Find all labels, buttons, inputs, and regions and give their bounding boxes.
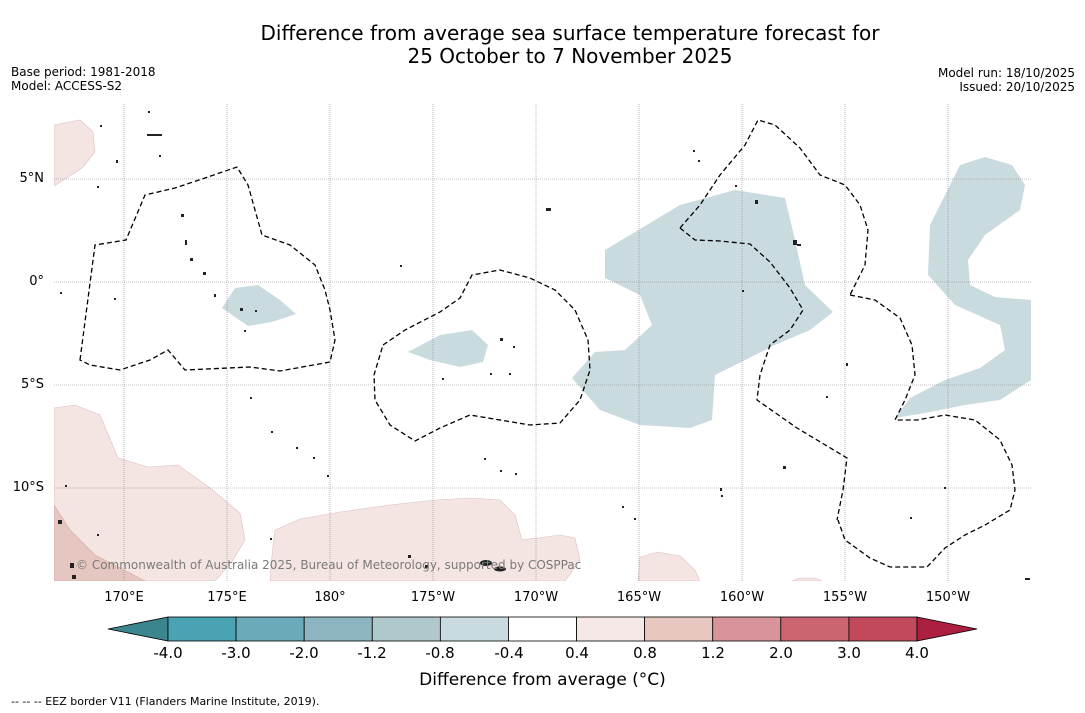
model-name: Model: ACCESS-S2 <box>11 79 123 93</box>
colorbar-tick: 2.0 <box>769 644 793 662</box>
meta-left: Base period: 1981-2018 Model: ACCESS-S2 <box>11 65 156 93</box>
title-line-2: 25 October to 7 November 2025 <box>407 44 733 68</box>
colorbar-cell <box>508 616 577 642</box>
warm-region-south-east-2 <box>791 577 823 581</box>
colorbar-tick: 1.2 <box>701 644 725 662</box>
graticule <box>54 104 1031 581</box>
eez-tokelau <box>373 269 591 442</box>
eez-french-polynesia <box>837 294 1016 568</box>
map-title: Difference from average sea surface temp… <box>0 22 1085 68</box>
title-line-1: Difference from average sea surface temp… <box>260 21 880 45</box>
cool-region-small-west <box>222 285 296 326</box>
colorbar-tick: -0.4 <box>494 644 524 662</box>
issued-date: Issued: 20/10/2025 <box>959 80 1075 94</box>
colorbar-title: Difference from average (°C) <box>419 670 666 690</box>
colorbar-tick: -4.0 <box>153 644 183 662</box>
eez-legend-note: -- -- -- EEZ border V11 (Flanders Marine… <box>11 695 320 708</box>
map-area <box>54 104 1031 581</box>
cool-region-central <box>572 190 833 428</box>
colorbar-tick: -2.0 <box>289 644 319 662</box>
model-run: Model run: 18/10/2025 <box>937 66 1075 80</box>
colorbar-tick: 0.8 <box>633 644 657 662</box>
colorbar-cell <box>439 616 509 642</box>
colorbar-low-extension <box>107 616 169 642</box>
lon-label: 180° <box>314 590 346 605</box>
colorbar-cells <box>167 616 918 642</box>
warm-region-south-center <box>269 497 581 581</box>
lon-label: 170°E <box>104 590 144 605</box>
lat-label: 10°S <box>12 480 44 495</box>
warm-region-northwest <box>54 119 96 187</box>
colorbar <box>107 616 978 642</box>
meta-right: Model run: 18/10/2025 Issued: 20/10/2025 <box>938 66 1075 94</box>
colorbar-cell <box>644 616 714 642</box>
colorbar-cell <box>712 616 782 642</box>
eez-kiribati-gilbert <box>79 166 336 372</box>
colorbar-tick: 4.0 <box>905 644 929 662</box>
warm-region-south-east <box>637 551 701 581</box>
lon-label: 150°W <box>925 590 971 605</box>
eez-kiribati-line-inner <box>679 227 848 521</box>
colorbar-tick: 3.0 <box>837 644 861 662</box>
colorbar-cell <box>371 616 441 642</box>
colorbar-cell <box>780 616 850 642</box>
lat-label: 5°S <box>20 377 44 392</box>
colorbar-cell <box>303 616 373 642</box>
colorbar-cell <box>167 616 237 642</box>
colorbar-cell <box>848 616 918 642</box>
eez-borders <box>79 119 1016 568</box>
colorbar-tick: -0.8 <box>425 644 455 662</box>
lon-label: 155°W <box>822 590 868 605</box>
lon-label: 170°W <box>513 590 559 605</box>
lat-label: 5°N <box>19 171 45 186</box>
colorbar-high-extension <box>916 616 978 642</box>
colorbar-tick: -1.2 <box>357 644 387 662</box>
lon-label: 175°W <box>410 590 456 605</box>
cool-region-small-center <box>408 330 488 367</box>
lon-label: 175°E <box>207 590 247 605</box>
base-period: Base period: 1981-2018 <box>11 65 156 79</box>
lat-label: 0° <box>29 274 44 289</box>
cool-region-east <box>895 157 1031 418</box>
warm-anomaly-regions <box>54 119 823 581</box>
colorbar-tick: -3.0 <box>221 644 251 662</box>
eez-kiribati-line-north <box>679 119 869 296</box>
colorbar-tick: 0.4 <box>565 644 589 662</box>
colorbar-cell <box>235 616 305 642</box>
cool-anomaly-regions <box>222 157 1031 428</box>
lon-label: 165°W <box>616 590 662 605</box>
lon-label: 160°W <box>719 590 765 605</box>
islands <box>58 111 1030 580</box>
colorbar-cell <box>576 616 646 642</box>
warm-region-southwest-strong <box>54 504 146 581</box>
copyright-notice: © Commonwealth of Australia 2025, Bureau… <box>76 558 582 572</box>
